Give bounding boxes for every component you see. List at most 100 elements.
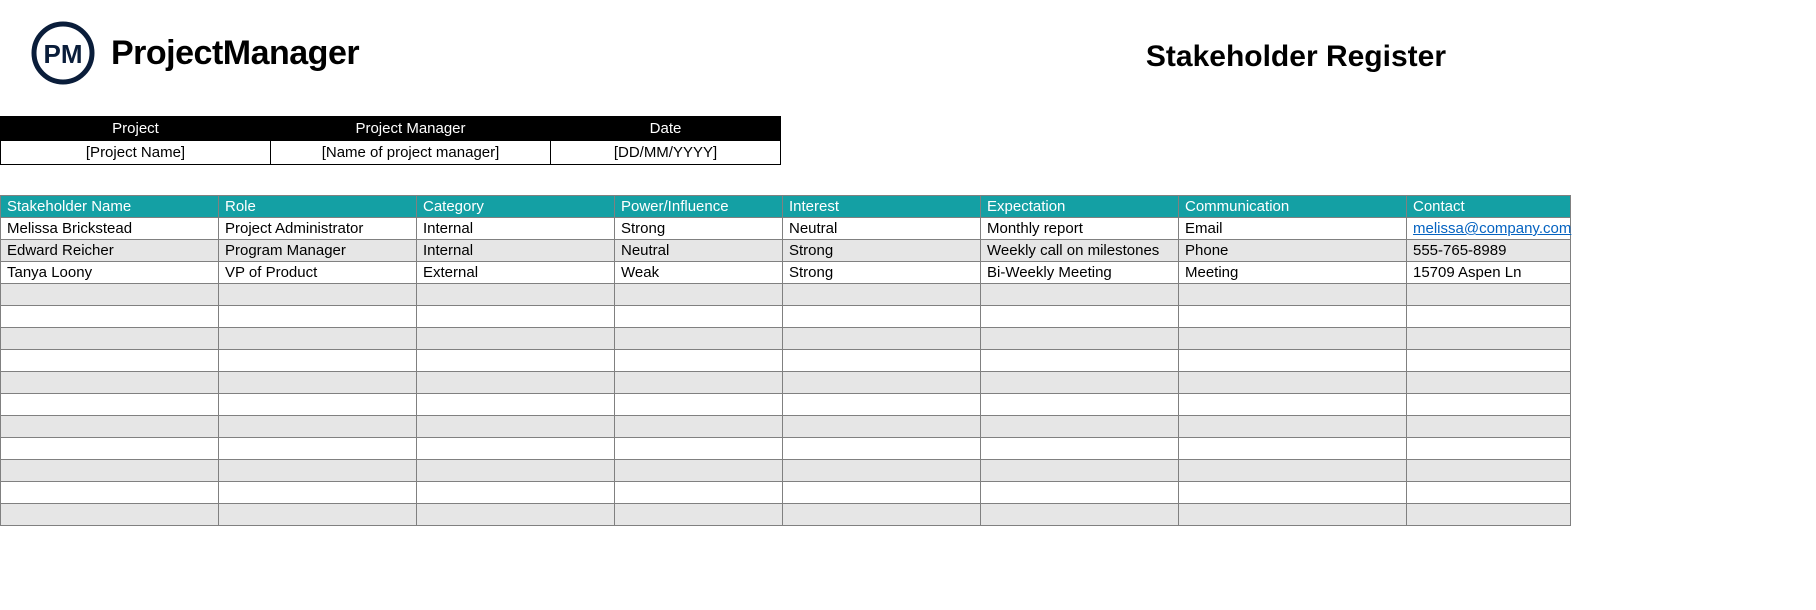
cell[interactable] xyxy=(1179,372,1407,394)
cell[interactable] xyxy=(615,372,783,394)
cell[interactable] xyxy=(219,482,417,504)
cell[interactable] xyxy=(219,504,417,526)
cell[interactable]: Weak xyxy=(615,262,783,284)
cell[interactable] xyxy=(981,306,1179,328)
cell[interactable] xyxy=(615,306,783,328)
cell[interactable] xyxy=(417,394,615,416)
contact-link[interactable]: melissa@company.com xyxy=(1413,220,1571,237)
cell[interactable] xyxy=(615,350,783,372)
cell[interactable] xyxy=(981,416,1179,438)
cell[interactable]: melissa@company.com xyxy=(1407,218,1571,240)
cell[interactable] xyxy=(783,460,981,482)
cell[interactable] xyxy=(1407,350,1571,372)
cell[interactable]: Weekly call on milestones xyxy=(981,240,1179,262)
cell[interactable] xyxy=(1,306,219,328)
cell[interactable] xyxy=(615,438,783,460)
cell[interactable] xyxy=(981,328,1179,350)
cell[interactable] xyxy=(981,284,1179,306)
cell[interactable] xyxy=(219,416,417,438)
cell[interactable]: Project Administrator xyxy=(219,218,417,240)
cell[interactable]: Internal xyxy=(417,218,615,240)
cell[interactable] xyxy=(783,394,981,416)
cell[interactable] xyxy=(1179,416,1407,438)
cell[interactable]: Program Manager xyxy=(219,240,417,262)
cell[interactable] xyxy=(1,482,219,504)
cell[interactable] xyxy=(1179,328,1407,350)
cell[interactable] xyxy=(1,284,219,306)
cell[interactable] xyxy=(981,372,1179,394)
cell[interactable] xyxy=(1,350,219,372)
cell[interactable] xyxy=(219,460,417,482)
cell[interactable] xyxy=(615,416,783,438)
cell[interactable] xyxy=(1179,438,1407,460)
cell[interactable] xyxy=(1179,394,1407,416)
cell[interactable] xyxy=(219,350,417,372)
cell[interactable] xyxy=(615,482,783,504)
cell[interactable] xyxy=(1407,504,1571,526)
cell[interactable] xyxy=(615,284,783,306)
meta-project-value[interactable]: [Project Name] xyxy=(1,141,271,165)
cell[interactable] xyxy=(1,372,219,394)
cell[interactable] xyxy=(417,504,615,526)
cell[interactable] xyxy=(981,394,1179,416)
cell[interactable] xyxy=(981,482,1179,504)
cell[interactable] xyxy=(417,460,615,482)
cell[interactable] xyxy=(1179,460,1407,482)
cell[interactable] xyxy=(219,328,417,350)
cell[interactable] xyxy=(615,460,783,482)
cell[interactable]: External xyxy=(417,262,615,284)
cell[interactable] xyxy=(417,306,615,328)
cell[interactable] xyxy=(1179,350,1407,372)
cell[interactable]: Monthly report xyxy=(981,218,1179,240)
cell[interactable] xyxy=(615,328,783,350)
cell[interactable] xyxy=(1,328,219,350)
cell[interactable] xyxy=(981,460,1179,482)
cell[interactable] xyxy=(1407,394,1571,416)
cell[interactable] xyxy=(219,284,417,306)
cell[interactable] xyxy=(1,460,219,482)
cell[interactable] xyxy=(417,416,615,438)
cell[interactable] xyxy=(615,504,783,526)
cell[interactable] xyxy=(981,504,1179,526)
cell[interactable] xyxy=(417,284,615,306)
cell[interactable] xyxy=(1407,482,1571,504)
cell[interactable] xyxy=(417,372,615,394)
cell[interactable] xyxy=(783,504,981,526)
cell[interactable] xyxy=(783,482,981,504)
cell[interactable]: Phone xyxy=(1179,240,1407,262)
cell[interactable] xyxy=(783,328,981,350)
cell[interactable] xyxy=(1407,438,1571,460)
cell[interactable]: 555-765-8989 xyxy=(1407,240,1571,262)
cell[interactable] xyxy=(783,350,981,372)
cell[interactable]: Melissa Brickstead xyxy=(1,218,219,240)
cell[interactable] xyxy=(1,416,219,438)
cell[interactable] xyxy=(417,438,615,460)
cell[interactable]: Tanya Loony xyxy=(1,262,219,284)
cell[interactable]: Bi-Weekly Meeting xyxy=(981,262,1179,284)
cell[interactable] xyxy=(783,306,981,328)
cell[interactable] xyxy=(1407,372,1571,394)
cell[interactable]: 15709 Aspen Ln xyxy=(1407,262,1571,284)
cell[interactable] xyxy=(783,284,981,306)
cell[interactable] xyxy=(981,438,1179,460)
cell[interactable] xyxy=(219,372,417,394)
cell[interactable] xyxy=(1179,306,1407,328)
cell[interactable] xyxy=(1407,416,1571,438)
cell[interactable] xyxy=(783,416,981,438)
cell[interactable] xyxy=(219,394,417,416)
cell[interactable]: Neutral xyxy=(615,240,783,262)
cell[interactable]: Meeting xyxy=(1179,262,1407,284)
cell[interactable] xyxy=(1179,482,1407,504)
cell[interactable]: VP of Product xyxy=(219,262,417,284)
cell[interactable] xyxy=(1407,306,1571,328)
cell[interactable]: Strong xyxy=(615,218,783,240)
cell[interactable]: Edward Reicher xyxy=(1,240,219,262)
meta-date-value[interactable]: [DD/MM/YYYY] xyxy=(551,141,781,165)
cell[interactable] xyxy=(1407,328,1571,350)
cell[interactable] xyxy=(783,372,981,394)
cell[interactable] xyxy=(417,328,615,350)
cell[interactable]: Email xyxy=(1179,218,1407,240)
cell[interactable] xyxy=(783,438,981,460)
meta-manager-value[interactable]: [Name of project manager] xyxy=(271,141,551,165)
cell[interactable] xyxy=(219,438,417,460)
